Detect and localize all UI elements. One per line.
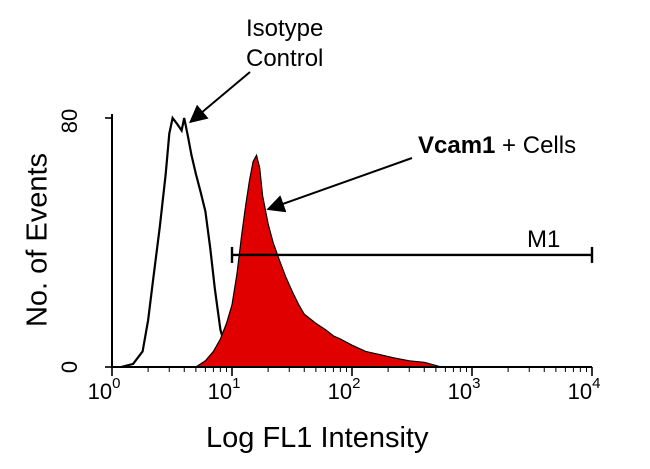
- x-tick-exponent: 4: [592, 375, 600, 392]
- vcam1-positive-histogram: [193, 153, 441, 368]
- annotation-arrow: [266, 157, 413, 213]
- tick-marks: [105, 117, 593, 376]
- x-axis-label: Log FL1 Intensity: [206, 422, 429, 454]
- x-tick-exponent: 3: [472, 375, 480, 392]
- isotype-annotation: Isotype Control: [246, 14, 323, 74]
- x-tick-label: 102: [328, 375, 361, 404]
- histogram-curves: [121, 115, 441, 369]
- annotation-arrows: [189, 71, 413, 213]
- y-tick-label-min: 0: [57, 360, 83, 374]
- vcam-label-bold: Vcam1: [418, 132, 496, 159]
- x-tick-exponent: 2: [352, 375, 360, 392]
- gate-label: M1: [527, 226, 561, 253]
- gate-marker: [230, 246, 594, 263]
- y-tick-label-max: 80: [57, 108, 83, 134]
- vcam-annotation: Vcam1 + Cells: [418, 132, 576, 160]
- x-tick-label: 103: [448, 375, 481, 404]
- y-axis-label: No. of Events: [21, 152, 54, 328]
- x-tick-label: 100: [88, 375, 121, 404]
- x-tick-labels: 100 101 102 103 104: [88, 375, 601, 404]
- x-tick-exponent: 1: [232, 375, 240, 392]
- x-tick-label: 104: [568, 375, 601, 404]
- annotation-arrow: [189, 71, 251, 124]
- x-tick-label: 101: [208, 375, 241, 404]
- isotype-label-line2: Control: [246, 45, 324, 72]
- x-tick-exponent: 0: [112, 375, 120, 392]
- isotype-control-histogram: [121, 115, 242, 369]
- vcam-label-rest: + Cells: [495, 132, 577, 159]
- isotype-label-line1: Isotype: [246, 15, 324, 42]
